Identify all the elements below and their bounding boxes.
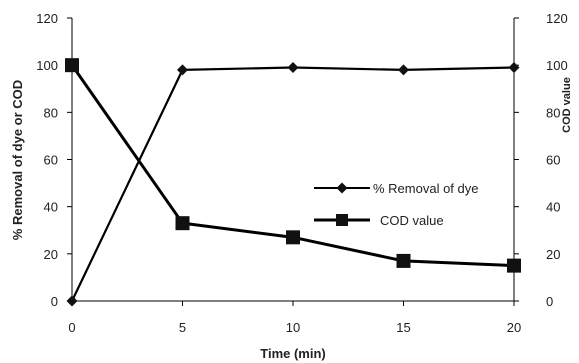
x-tick-label: 20 [507, 320, 521, 335]
right-tick-label: 20 [546, 247, 560, 262]
data-point-cod [65, 58, 79, 73]
legend-marker-removal [336, 182, 348, 194]
data-point-cod [396, 253, 411, 268]
x-axis-title: Time (min) [260, 346, 326, 361]
right-tick-label: 40 [546, 200, 560, 215]
series-layer [65, 58, 521, 307]
x-tick-label: 15 [396, 320, 410, 335]
left-tick-label: 0 [51, 294, 58, 309]
left-tick-label: 120 [36, 11, 58, 26]
data-point-cod [507, 258, 521, 273]
right-tick-label: 0 [546, 294, 553, 309]
data-point-cod [286, 230, 300, 245]
data-point-removal [508, 62, 520, 74]
right-tick-label: 80 [546, 105, 560, 120]
x-tick-label: 0 [68, 320, 75, 335]
legend-label-removal: % Removal of dye [373, 181, 479, 196]
left-tick-label: 20 [44, 247, 58, 262]
left-axis-title: % Removal of dye or COD [10, 80, 25, 240]
legend-marker-cod [336, 214, 348, 226]
left-tick-label: 80 [44, 105, 58, 120]
left-tick-label: 100 [36, 58, 58, 73]
data-point-removal [287, 62, 299, 74]
right-tick-label: 100 [546, 58, 568, 73]
right-tick-label: 60 [546, 153, 560, 168]
left-tick-label: 60 [44, 153, 58, 168]
right-axis-title: COD value [561, 77, 573, 133]
data-point-removal [398, 64, 409, 76]
legend-label-cod: COD value [380, 213, 444, 228]
ticks: 0 20 40 60 80 100 120 0 20 40 60 80 100 120 0 5 10 15 20 [36, 11, 567, 335]
data-point-cod [175, 216, 190, 231]
x-tick-label: 10 [286, 320, 300, 335]
left-tick-label: 40 [44, 200, 58, 215]
data-point-removal [66, 295, 78, 307]
right-tick-label: 120 [546, 11, 568, 26]
data-point-removal [177, 64, 188, 76]
legend: % Removal of dye COD value [314, 181, 479, 228]
x-tick-label: 5 [179, 320, 186, 335]
